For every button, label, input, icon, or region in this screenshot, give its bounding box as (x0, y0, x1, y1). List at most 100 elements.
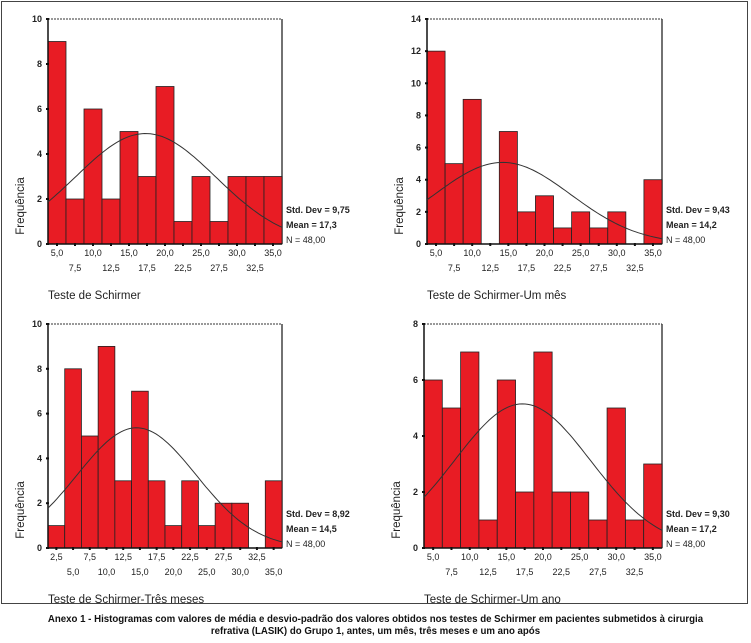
y-tick-label: 2 (416, 207, 421, 217)
x-tick-label: 17,5 (516, 567, 534, 577)
y-tick (46, 367, 49, 370)
x-tick (239, 547, 242, 550)
histogram-schirmer-um-mes: 0 2 4 6 8 10 12 14 5,0 7,510,012,515,017,520,022,… (394, 14, 730, 302)
x-tick (505, 547, 508, 550)
y-tick (422, 491, 425, 493)
histogram-bar (426, 50, 446, 245)
y-tick-label: 6 (37, 104, 42, 114)
y-tick-label: 4 (416, 175, 421, 185)
histogram-bar (114, 480, 132, 549)
y-tick-label: 10 (411, 78, 421, 88)
y-tick (46, 63, 49, 65)
x-tick (487, 547, 490, 550)
x-tick (561, 243, 564, 246)
y-tick-label: 6 (37, 409, 42, 419)
histogram-bar (245, 176, 265, 245)
histogram-bar (131, 390, 149, 549)
histogram-bar (173, 221, 193, 245)
figure-frame (1, 1, 748, 604)
y-tick-label: 0 (37, 239, 42, 249)
x-tick-label: 17,5 (138, 263, 156, 273)
histogram-bar (460, 351, 480, 549)
histogram-bar (643, 463, 663, 549)
histogram-bar (191, 176, 211, 245)
x-tick-label: 25,0 (572, 248, 590, 258)
x-tick-label: 27,5 (589, 567, 607, 577)
y-tick (46, 108, 49, 110)
y-tick (425, 82, 428, 85)
histogram-bar (181, 480, 199, 549)
x-axis-title: Teste de Schirmer-Um mês (427, 290, 567, 302)
x-tick-label: 30,0 (231, 567, 249, 577)
histogram-bar (607, 211, 627, 245)
y-tick-label: 2 (37, 194, 42, 204)
histogram-bar (264, 480, 283, 549)
y-tick-label: 12 (411, 46, 421, 56)
y-tick-label: 6 (413, 375, 418, 385)
y-axis-title: Frequência (394, 177, 406, 235)
x-tick-label: 22,5 (181, 552, 199, 562)
x-tick (450, 547, 453, 550)
x-axis-title: Teste de Schirmer-Um ano (424, 594, 561, 606)
x-tick (182, 243, 184, 246)
x-tick (146, 243, 148, 246)
x-tick-label: 10,0 (84, 248, 102, 258)
histogram-bar (209, 221, 229, 245)
histogram-bar (516, 211, 536, 245)
x-tick-label: 30,0 (607, 552, 625, 562)
x-tick-label: 32,5 (248, 552, 266, 562)
x-tick (110, 243, 112, 246)
x-tick-label: 35,0 (265, 567, 283, 577)
x-tick (523, 547, 526, 550)
x-tick-label: 7,5 (445, 567, 458, 577)
y-tick (46, 547, 49, 549)
x-tick-label: 5,0 (427, 552, 440, 562)
histogram-bar (570, 491, 590, 549)
mean-label: Mean = 14,5 (286, 524, 337, 534)
histogram-bar (606, 407, 626, 549)
x-tick (172, 547, 175, 550)
x-tick-label: 7,5 (448, 263, 461, 273)
x-tick (579, 243, 582, 246)
caption-line-1: Anexo 1 - Histogramas com valores de méd… (47, 614, 704, 625)
x-tick (205, 547, 208, 550)
x-tick (105, 547, 108, 550)
x-tick-label: 30,0 (608, 248, 626, 258)
histogram-bar (119, 131, 139, 245)
x-tick-label: 10,0 (461, 552, 479, 562)
x-tick-label: 32,5 (246, 263, 264, 273)
x-tick (507, 243, 510, 246)
histogram-bar (535, 195, 554, 245)
y-tick-label: 0 (37, 543, 42, 553)
y-tick (425, 178, 428, 181)
histogram-bar (198, 525, 216, 549)
y-tick-label: 8 (416, 110, 421, 120)
histogram-bar (101, 198, 121, 245)
mean-label: Mean = 14,2 (666, 220, 717, 230)
x-tick (525, 243, 528, 246)
histogram-bar (164, 525, 183, 549)
y-tick (46, 198, 49, 200)
y-tick (425, 50, 428, 53)
x-tick (200, 243, 202, 246)
x-tick (138, 547, 141, 550)
histogram-bar (462, 98, 482, 245)
histogram-bar (47, 525, 66, 549)
n-label: N = 48,00 (286, 235, 325, 245)
histogram-bar (444, 163, 464, 245)
histogram-bar (227, 176, 247, 245)
y-tick-label: 8 (37, 59, 42, 69)
x-tick-label: 15,0 (498, 552, 516, 562)
x-tick (633, 547, 636, 550)
y-tick (422, 323, 425, 325)
histogram-schirmer-tres-meses: 0 2 4 6 8 10 2,5 5,0 7,510,0 12,5 15,0 17,5 20,0 22,5… (15, 319, 350, 606)
x-tick (453, 243, 456, 246)
x-tick-label: 35,0 (644, 248, 662, 258)
y-tick-label: 0 (416, 239, 421, 249)
x-tick (155, 547, 158, 550)
y-tick-label: 4 (37, 149, 42, 159)
histogram-bar (441, 407, 462, 549)
x-tick (615, 547, 618, 550)
y-tick (425, 114, 428, 117)
x-tick (471, 243, 474, 246)
